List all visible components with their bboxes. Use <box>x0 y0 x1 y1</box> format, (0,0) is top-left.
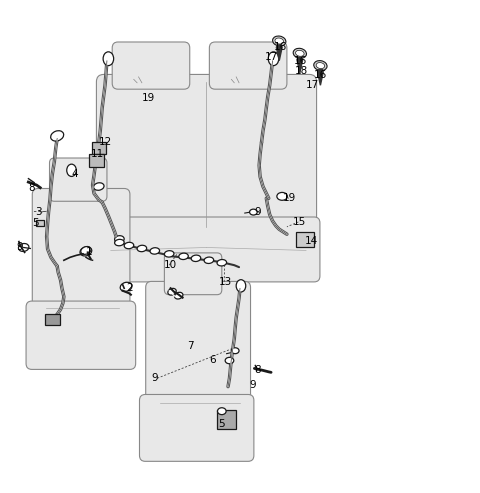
Text: 7: 7 <box>187 341 194 351</box>
FancyBboxPatch shape <box>209 42 287 89</box>
Ellipse shape <box>18 244 29 251</box>
Text: 5: 5 <box>32 218 38 228</box>
Polygon shape <box>297 57 303 73</box>
Text: 14: 14 <box>305 236 318 246</box>
Bar <box>217 410 236 429</box>
Ellipse shape <box>115 240 124 246</box>
Text: 15: 15 <box>293 217 306 227</box>
Ellipse shape <box>137 245 147 252</box>
Ellipse shape <box>273 36 286 46</box>
Ellipse shape <box>175 292 183 299</box>
Ellipse shape <box>120 282 132 291</box>
Text: 2: 2 <box>126 283 132 293</box>
Ellipse shape <box>51 131 64 141</box>
Text: 17: 17 <box>306 80 319 90</box>
Text: 4: 4 <box>72 169 78 179</box>
Text: 13: 13 <box>218 277 232 287</box>
Ellipse shape <box>115 236 124 243</box>
Text: 16: 16 <box>274 42 287 52</box>
Ellipse shape <box>67 164 76 176</box>
Text: 9: 9 <box>152 373 158 383</box>
Ellipse shape <box>236 280 246 292</box>
Ellipse shape <box>204 257 214 263</box>
Ellipse shape <box>168 288 176 295</box>
Text: 17: 17 <box>265 52 278 62</box>
Ellipse shape <box>150 247 159 254</box>
Bar <box>36 220 44 226</box>
Ellipse shape <box>94 183 104 190</box>
Polygon shape <box>318 70 323 85</box>
Polygon shape <box>276 45 282 61</box>
FancyBboxPatch shape <box>26 301 136 369</box>
Bar <box>92 142 106 154</box>
Text: 9: 9 <box>254 207 261 217</box>
Ellipse shape <box>250 209 257 215</box>
Bar <box>89 154 104 167</box>
Text: 8: 8 <box>28 183 35 193</box>
Text: 1: 1 <box>86 247 93 257</box>
Text: 16: 16 <box>294 56 307 66</box>
Text: 6: 6 <box>209 354 216 364</box>
Text: 12: 12 <box>99 137 112 147</box>
FancyBboxPatch shape <box>140 394 254 461</box>
Ellipse shape <box>217 259 227 266</box>
Ellipse shape <box>314 61 327 70</box>
Ellipse shape <box>231 348 239 353</box>
Ellipse shape <box>275 38 284 44</box>
Text: 19: 19 <box>142 93 155 103</box>
FancyBboxPatch shape <box>164 253 222 295</box>
Ellipse shape <box>81 246 91 254</box>
Text: 5: 5 <box>218 420 225 429</box>
Ellipse shape <box>164 250 174 257</box>
Ellipse shape <box>179 253 188 259</box>
Text: 9: 9 <box>16 242 23 251</box>
Ellipse shape <box>268 52 279 66</box>
Text: 3: 3 <box>35 207 42 217</box>
Ellipse shape <box>80 247 92 256</box>
Text: 11: 11 <box>91 149 104 159</box>
Ellipse shape <box>225 357 234 364</box>
Ellipse shape <box>293 48 306 58</box>
Ellipse shape <box>296 50 304 56</box>
Text: 18: 18 <box>295 66 308 75</box>
FancyBboxPatch shape <box>112 42 190 89</box>
FancyBboxPatch shape <box>96 74 317 234</box>
Ellipse shape <box>103 52 114 66</box>
Text: 19: 19 <box>283 193 296 203</box>
FancyBboxPatch shape <box>146 282 251 412</box>
FancyBboxPatch shape <box>93 217 320 282</box>
Text: 16: 16 <box>314 70 327 80</box>
Ellipse shape <box>316 63 324 69</box>
Ellipse shape <box>191 255 201 261</box>
Bar <box>45 314 60 325</box>
Text: 9: 9 <box>250 380 256 390</box>
Ellipse shape <box>217 408 226 415</box>
Bar <box>296 232 314 246</box>
Ellipse shape <box>124 242 134 249</box>
Text: 10: 10 <box>163 260 177 270</box>
FancyBboxPatch shape <box>32 188 130 317</box>
Ellipse shape <box>277 192 288 200</box>
Text: 8: 8 <box>254 365 261 375</box>
FancyBboxPatch shape <box>49 158 107 201</box>
